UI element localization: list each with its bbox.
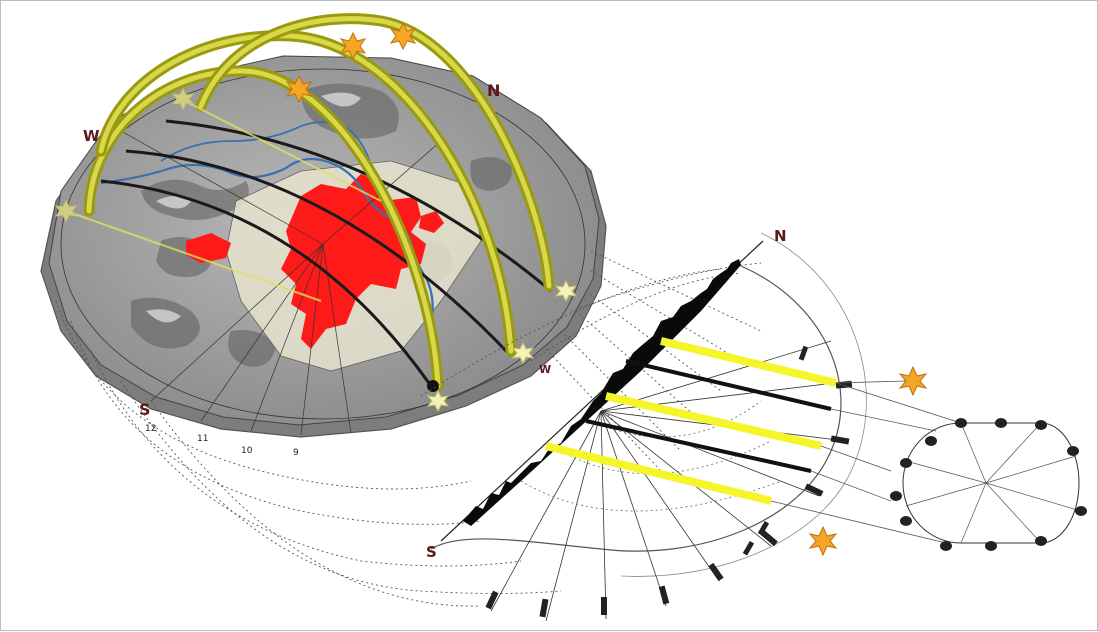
sun-path-chart: N S W [426, 227, 962, 622]
chart-south-label: S [426, 543, 437, 561]
projection-lines [55, 250, 762, 607]
sun-arcs [83, 13, 555, 392]
relief-highlights [146, 92, 361, 323]
urban-patch-east [419, 211, 444, 233]
sun-icon [808, 525, 838, 557]
north-label: N [487, 81, 500, 100]
sun-path-shadows [100, 119, 552, 387]
sunset-marker [511, 341, 535, 365]
sun-icon [339, 31, 367, 61]
chart-north-label: N [774, 227, 787, 245]
chart-west-label: W [539, 363, 551, 376]
west-label: W [83, 127, 100, 145]
polar-circle-diagram [890, 418, 1087, 551]
skyline-profile [463, 259, 741, 526]
hour-label: 10 [241, 446, 253, 456]
sun-icon [898, 365, 928, 397]
hour-label: 12 [145, 424, 156, 434]
hour-markers [485, 345, 853, 618]
sunset-marker [426, 389, 450, 413]
sun-icon [389, 21, 417, 51]
polar-points [890, 418, 1087, 551]
circle-connectors [770, 380, 962, 544]
observer-point [427, 380, 439, 392]
sun-icons [54, 21, 928, 557]
chart-outer-arc [430, 265, 842, 552]
sun-path-bands [545, 337, 837, 505]
horizon-ring [60, 68, 586, 420]
sun-icon [285, 74, 313, 104]
hour-label: 11 [197, 434, 208, 444]
river-north [160, 121, 372, 167]
sunset-marker [554, 279, 578, 303]
sunrise-marker [171, 87, 195, 111]
south-label: S [139, 400, 151, 419]
terrain-disc [40, 55, 607, 438]
hour-lines [120, 130, 442, 436]
hour-label: 9 [293, 448, 299, 458]
sunrise-marker [54, 199, 78, 223]
sun-rays-disc [65, 98, 382, 302]
azimuth-spokes [490, 340, 852, 622]
urban-patch-west [186, 233, 231, 263]
